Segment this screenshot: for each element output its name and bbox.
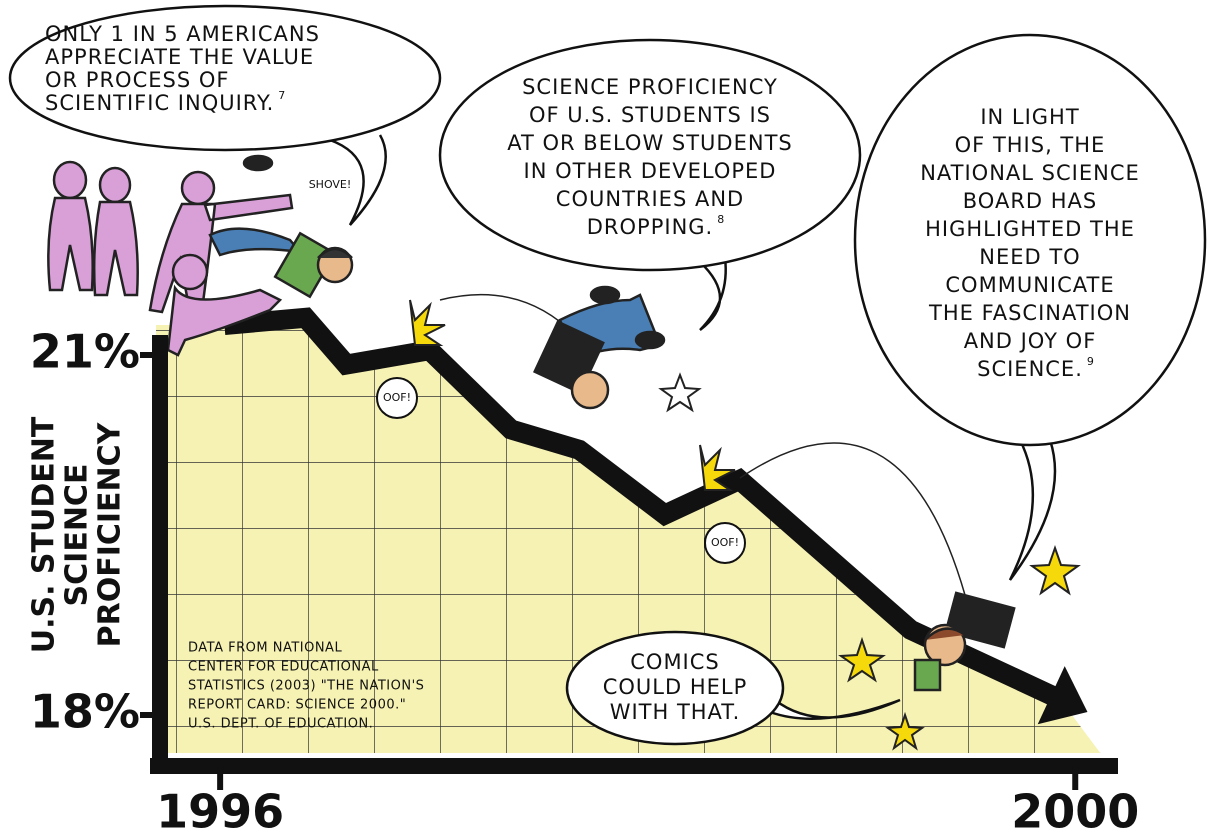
sound-effect: OOF! [383, 391, 411, 404]
bubble-text: OF THIS, THE [955, 133, 1106, 157]
bubble-text: APPRECIATE THE VALUE [45, 45, 314, 69]
bubble-text: AT OR BELOW STUDENTS [507, 131, 792, 155]
bubble-text: COMMUNICATE [945, 273, 1114, 297]
bubble-text: IN LIGHT [980, 105, 1079, 129]
bubble-text: DROPPING. [587, 215, 713, 239]
sound-effect: SHOVE! [309, 178, 352, 191]
y-axis-label: SCIENCE [60, 464, 95, 607]
y-axis-label: U.S. STUDENT [27, 416, 62, 653]
footnote-marker: 8 [717, 213, 724, 226]
sound-effect: OOF! [711, 536, 739, 549]
bubble-text: HIGHLIGHTED THE [925, 217, 1135, 241]
source-note: CENTER FOR EDUCATIONAL [188, 660, 379, 675]
y-tick-label: 18% [30, 685, 140, 739]
comic-chart: 21% 18% 1996 2000 U.S. STUDENTSCIENCEPROFICI… [0, 0, 1207, 840]
y-tick-label: 21% [30, 325, 140, 379]
source-note: STATISTICS (2003) "THE NATION'S [188, 679, 424, 694]
bubble-tail [1010, 440, 1055, 580]
bubble-text: NATIONAL SCIENCE [920, 161, 1140, 185]
bubble-text: COUNTRIES AND [556, 187, 744, 211]
bubble-text: NEED TO [979, 245, 1080, 269]
bubble-text: OR PROCESS OF [45, 68, 229, 92]
bubble-text: SCIENTIFIC INQUIRY. [45, 91, 274, 115]
bubble-text: COULD HELP [603, 675, 748, 699]
bubble-text: SCIENCE. [977, 357, 1083, 381]
x-tick-label: 2000 [1011, 785, 1139, 839]
bubble-text: ONLY 1 IN 5 AMERICANS [45, 22, 320, 46]
bubble-text: OF U.S. STUDENTS IS [529, 103, 771, 127]
x-tick-label: 1996 [156, 785, 284, 839]
source-note: DATA FROM NATIONAL [188, 641, 342, 656]
bubble-text: COMICS [630, 650, 720, 674]
bubble-tail [700, 258, 726, 330]
footnote-marker: 7 [278, 89, 285, 102]
y-axis-label: PROFICIENCY [93, 421, 128, 647]
bubble-text: SCIENCE PROFICIENCY [522, 75, 778, 99]
source-note: U.S. DEPT. OF EDUCATION. [188, 717, 373, 732]
bubble-text: IN OTHER DEVELOPED [524, 159, 777, 183]
source-note: REPORT CARD: SCIENCE 2000." [188, 698, 406, 713]
footnote-marker: 9 [1087, 355, 1094, 368]
bubble-text: BOARD HAS [963, 189, 1098, 213]
bubble-text: AND JOY OF [964, 329, 1097, 353]
bubble-text: WITH THAT. [610, 700, 741, 724]
bubble-text: THE FASCINATION [928, 301, 1131, 325]
